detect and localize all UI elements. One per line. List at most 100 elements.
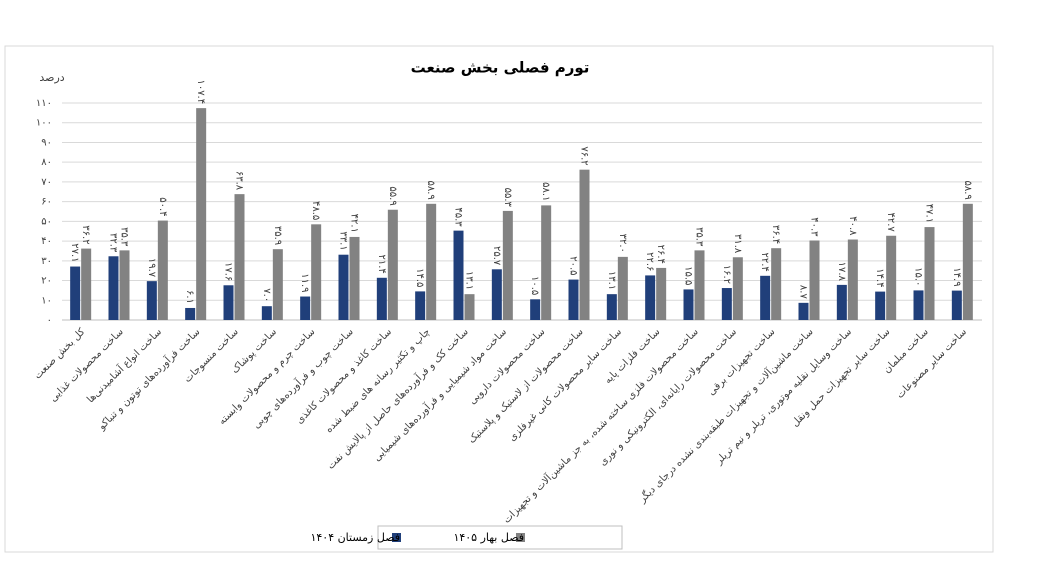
y-tick-label: ۱۱۰ bbox=[36, 98, 52, 109]
value-label: ۸.۷ bbox=[798, 285, 809, 300]
y-tick-label: ۸۰ bbox=[41, 157, 52, 168]
value-label: ۵۵.۳ bbox=[502, 188, 513, 208]
bar bbox=[70, 266, 81, 320]
bar bbox=[541, 205, 552, 320]
bar bbox=[261, 306, 272, 320]
value-label: ۱۹.۷ bbox=[146, 258, 157, 278]
value-label: ۵۸.۹ bbox=[962, 181, 973, 200]
bar bbox=[645, 275, 656, 320]
y-tick-label: ۰ bbox=[47, 315, 52, 326]
bar bbox=[157, 220, 168, 320]
value-label: ۲۰.۵ bbox=[568, 256, 579, 275]
legend-box bbox=[377, 525, 623, 550]
value-label: ۱۴.۴ bbox=[874, 268, 885, 287]
value-label: ۱۴.۵ bbox=[414, 268, 425, 287]
bar bbox=[376, 277, 387, 320]
bar bbox=[311, 224, 322, 320]
value-label: ۵۰.۴ bbox=[157, 197, 168, 216]
bar bbox=[387, 209, 398, 320]
value-label: ۲۷.۱ bbox=[69, 243, 80, 262]
bar bbox=[338, 254, 349, 320]
value-label: ۱۳.۱ bbox=[606, 271, 617, 290]
value-label: ۴۲.۱ bbox=[349, 214, 360, 233]
value-label: ۳۶.۲ bbox=[80, 225, 91, 244]
value-label: ۲۲.۴ bbox=[759, 253, 770, 272]
bar bbox=[847, 239, 858, 320]
bar bbox=[415, 291, 426, 320]
value-label: ۴۸.۵ bbox=[310, 201, 321, 220]
y-tick-label: ۵۰ bbox=[41, 216, 52, 227]
value-label: ۳۲.۳ bbox=[108, 233, 119, 253]
value-label: ۱۵.۵ bbox=[683, 266, 694, 285]
value-label: ۱۷.۶ bbox=[223, 262, 234, 281]
legend-label: فصل زمستان ۱۴۰۴ bbox=[310, 531, 400, 544]
bar bbox=[924, 227, 935, 320]
value-label: ۱۰.۵ bbox=[529, 276, 540, 295]
bar bbox=[119, 250, 130, 320]
bar bbox=[617, 256, 628, 320]
value-label: ۵۸.۹ bbox=[425, 181, 436, 200]
value-label: ۱۴.۹ bbox=[951, 267, 962, 286]
value-label: ۱۳.۱ bbox=[464, 271, 475, 290]
bar bbox=[568, 279, 579, 320]
y-tick-label: ۹۰ bbox=[41, 137, 52, 148]
value-label: ۴۲.۷ bbox=[885, 212, 896, 232]
bar bbox=[886, 235, 897, 320]
bar bbox=[579, 169, 590, 320]
value-label: ۷۶.۲ bbox=[579, 146, 590, 165]
bar bbox=[683, 289, 694, 320]
legend-swatch bbox=[516, 533, 525, 542]
value-label: ۳۲.۰ bbox=[617, 234, 628, 253]
bar bbox=[606, 294, 617, 320]
value-label: ۳۳.۱ bbox=[338, 231, 349, 250]
bar bbox=[108, 256, 119, 320]
value-label: ۲۵.۷ bbox=[491, 246, 502, 266]
y-tick-label: ۷۰ bbox=[41, 177, 52, 188]
bar bbox=[656, 267, 667, 320]
bar bbox=[426, 203, 437, 320]
bar bbox=[836, 284, 847, 320]
value-label: ۵۸.۱ bbox=[540, 182, 551, 201]
value-label: ۴۷.۱ bbox=[924, 204, 935, 223]
value-label: ۷.۰ bbox=[261, 288, 272, 302]
bar bbox=[453, 230, 464, 320]
value-label: ۳۶.۴ bbox=[770, 225, 781, 244]
value-label: ۶۳.۸ bbox=[234, 171, 245, 191]
value-label: ۱۵.۰ bbox=[913, 267, 924, 286]
bar bbox=[760, 275, 771, 320]
value-label: ۱۷.۸ bbox=[836, 262, 847, 282]
legend-label: فصل بهار ۱۴۰۵ bbox=[453, 531, 524, 544]
value-label: ۵۵.۹ bbox=[387, 186, 398, 205]
value-label: ۱۰۷.۴ bbox=[195, 79, 206, 104]
bar bbox=[272, 249, 283, 320]
bar bbox=[771, 248, 782, 320]
bar bbox=[196, 108, 207, 320]
bar bbox=[962, 203, 973, 320]
value-label: ۲۱.۴ bbox=[376, 254, 387, 273]
y-tick-label: ۳۰ bbox=[41, 256, 52, 267]
bar bbox=[732, 257, 743, 320]
value-label: ۲۶.۴ bbox=[655, 245, 666, 264]
bar bbox=[798, 302, 809, 320]
value-label: ۳۵.۹ bbox=[272, 226, 283, 245]
bar bbox=[694, 250, 705, 320]
bar bbox=[349, 236, 360, 320]
bar bbox=[875, 291, 886, 320]
bar bbox=[530, 299, 541, 320]
y-tick-label: ۴۰ bbox=[41, 236, 52, 247]
value-label: ۶.۱ bbox=[184, 290, 195, 304]
value-label: ۳۱.۸ bbox=[732, 234, 743, 254]
bar bbox=[234, 194, 245, 320]
bar bbox=[81, 248, 92, 320]
bar bbox=[913, 290, 924, 320]
bar bbox=[146, 281, 157, 320]
bar bbox=[809, 240, 820, 320]
y-tick-label: ۶۰ bbox=[41, 197, 52, 208]
y-tick-label: ۲۰ bbox=[41, 276, 52, 287]
y-tick-label: ۱۰۰ bbox=[36, 118, 52, 129]
value-label: ۳۵.۳ bbox=[694, 227, 705, 247]
chart-title: تورم فصلی بخش صنعت bbox=[411, 59, 590, 77]
y-tick-label: ۱۰ bbox=[41, 295, 52, 306]
bar bbox=[223, 285, 234, 320]
